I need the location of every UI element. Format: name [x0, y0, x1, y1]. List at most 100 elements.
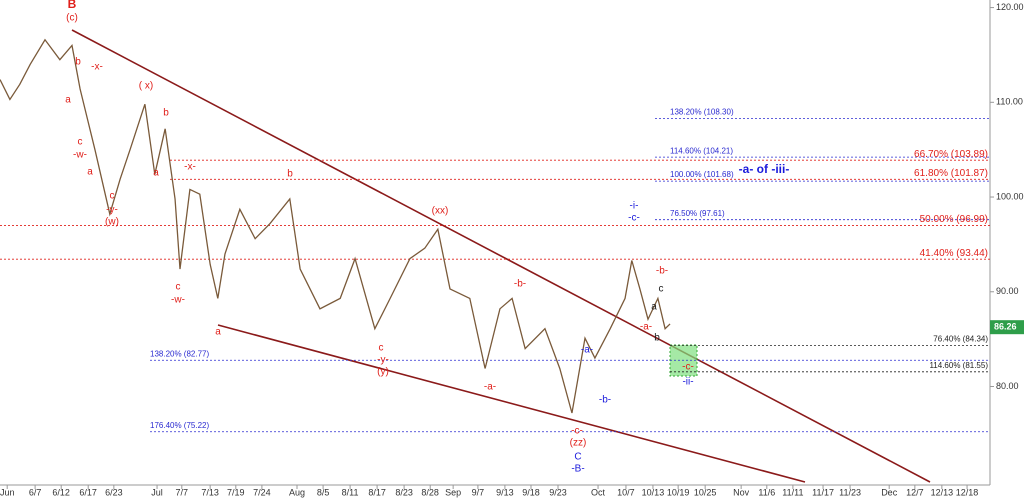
- wave-label: a: [215, 327, 221, 338]
- level-label: 114.60% (81.55): [929, 361, 988, 370]
- trend-line: [71, 29, 931, 483]
- wave-label: -y-: [377, 355, 389, 366]
- wave-label: -c-: [628, 213, 640, 224]
- wave-label: b: [75, 57, 81, 68]
- wave-label: -b-: [656, 266, 668, 277]
- x-tick-label: 7/13: [201, 487, 219, 497]
- wave-label: a: [153, 168, 159, 179]
- wave-label: -ii-: [682, 377, 693, 388]
- wave-label: (w): [105, 217, 119, 228]
- x-tick-label: Oct: [591, 487, 606, 497]
- wave-label: a: [65, 95, 71, 106]
- level-label: 50.00% (96.99): [920, 214, 988, 225]
- x-tick-label: 12/13: [931, 487, 954, 497]
- x-tick-label: Sep: [445, 487, 461, 497]
- wave-label: B: [68, 0, 77, 11]
- wave-label: b: [654, 333, 660, 344]
- wave-label: -x-: [91, 62, 103, 73]
- level-label: 176.40% (75.22): [150, 421, 209, 430]
- wave-label: c: [176, 282, 181, 293]
- x-tick-label: 6/7: [29, 487, 42, 497]
- x-tick-label: 8/23: [395, 487, 413, 497]
- x-tick-label: Aug: [289, 487, 305, 497]
- wave-label: a: [651, 302, 657, 313]
- x-tick-label: 11/23: [839, 487, 861, 497]
- wave-label: (y): [377, 367, 389, 378]
- wave-label: c: [110, 191, 115, 202]
- x-tick-label: 10/7: [617, 487, 635, 497]
- last-price-tag: [990, 320, 1024, 335]
- x-tick-label: 9/13: [496, 487, 514, 497]
- x-tick-label: 8/5: [317, 487, 330, 497]
- x-tick-label: 10/25: [694, 487, 717, 497]
- x-tick-label: 7/24: [253, 487, 271, 497]
- wave-label: -B-: [571, 464, 584, 475]
- y-tick-label: 110.00: [996, 97, 1023, 107]
- wave-label: -b-: [599, 395, 611, 406]
- wave-label: -i-: [630, 201, 639, 212]
- last-price-label: 86.26: [994, 322, 1017, 332]
- y-tick-label: 120.00: [996, 2, 1024, 12]
- level-label: 100.00% (101.68): [670, 170, 734, 179]
- wave-label: a: [87, 167, 93, 178]
- wave-label: c: [379, 343, 384, 354]
- price-line: [0, 38, 671, 414]
- wave-label: b: [287, 169, 293, 180]
- wave-label: c: [659, 284, 664, 295]
- x-tick-label: Jun: [0, 487, 14, 497]
- x-tick-label: 6/23: [105, 487, 123, 497]
- wave-label: -a-: [581, 345, 593, 356]
- x-tick-label: Nov: [733, 487, 750, 497]
- wave-label: -b-: [514, 279, 526, 290]
- x-tick-label: 10/19: [667, 487, 690, 497]
- level-label: 138.20% (108.30): [670, 108, 734, 117]
- level-label: 61.80% (101.87): [914, 168, 988, 179]
- level-label: 76.50% (97.61): [670, 209, 725, 218]
- y-tick-label: 100.00: [996, 191, 1024, 201]
- wave-label: -x-: [184, 162, 196, 173]
- wave-label: b: [163, 108, 169, 119]
- x-tick-label: 7/19: [227, 487, 245, 497]
- x-tick-label: 12/7: [906, 487, 924, 497]
- wave-label: -w-: [73, 150, 87, 161]
- level-label: 41.40% (93.44): [920, 248, 988, 259]
- wave-label: (c): [66, 13, 78, 24]
- wave-label: c: [78, 137, 83, 148]
- wave-label: C: [574, 452, 581, 463]
- wave-label: -a- of -iii-: [739, 162, 790, 176]
- wave-label: -c-: [571, 426, 583, 437]
- wave-label: -a-: [640, 322, 652, 333]
- x-tick-label: 8/17: [368, 487, 386, 497]
- x-tick-label: 11/11: [782, 487, 803, 497]
- x-tick-label: 6/17: [79, 487, 97, 497]
- x-tick-label: 11/17: [812, 487, 834, 497]
- wave-label: -a-: [484, 382, 496, 393]
- x-tick-label: 7/7: [176, 487, 189, 497]
- wave-label: (xx): [432, 206, 449, 217]
- level-label: 66.70% (103.89): [914, 149, 988, 160]
- x-tick-label: Jul: [151, 487, 163, 497]
- wave-label: -y-: [106, 205, 118, 216]
- level-label: 138.20% (82.77): [150, 349, 209, 358]
- x-tick-label: 10/13: [642, 487, 665, 497]
- wave-label: -w-: [171, 295, 185, 306]
- x-tick-label: 6/12: [52, 487, 70, 497]
- wave-label: (zz): [570, 438, 587, 449]
- y-tick-label: 90.00: [996, 286, 1019, 296]
- x-tick-label: 9/7: [472, 487, 485, 497]
- y-tick-label: 80.00: [996, 381, 1019, 391]
- x-tick-label: Dec: [881, 487, 898, 497]
- x-tick-label: 8/28: [421, 487, 439, 497]
- x-tick-label: 9/18: [522, 487, 540, 497]
- wave-label: -c-: [682, 362, 694, 373]
- x-tick-label: 12/18: [956, 487, 979, 497]
- x-tick-label: 9/23: [549, 487, 567, 497]
- x-tick-label: 8/11: [342, 487, 359, 497]
- trend-line: [217, 324, 806, 483]
- x-tick-label: 11/6: [758, 487, 775, 497]
- level-label: 114.60% (104.21): [670, 146, 733, 155]
- level-label: 76.40% (84.34): [933, 334, 988, 343]
- wave-label: ( x): [139, 81, 153, 92]
